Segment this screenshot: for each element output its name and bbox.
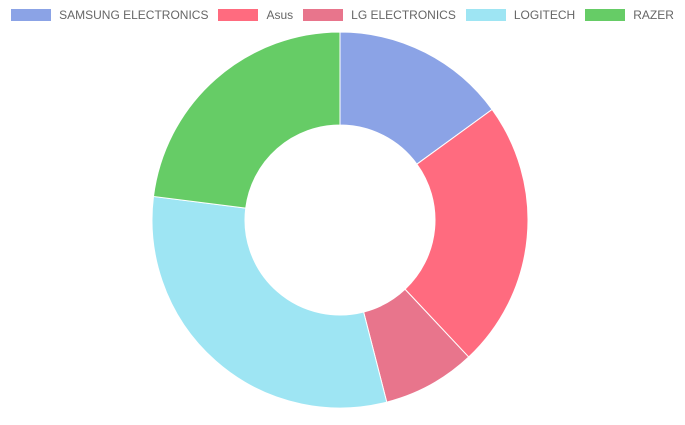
legend-swatch [303, 9, 344, 21]
legend-label: LG ELECTRONICS [351, 8, 456, 22]
chart-legend: SAMSUNG ELECTRONICS Asus LG ELECTRONICS LOG… [0, 6, 685, 24]
legend-label: Asus [266, 8, 294, 22]
doughnut-slice-logitech[interactable] [151, 195, 388, 409]
doughnut-slice-razer[interactable] [152, 31, 341, 209]
legend-item[interactable]: LOGITECH [465, 8, 576, 22]
legend-item[interactable]: LG ELECTRONICS [303, 8, 456, 22]
legend-swatch [218, 9, 259, 21]
legend-label: LOGITECH [513, 8, 576, 22]
legend-swatch [11, 9, 52, 21]
doughnut-slice-asus[interactable] [404, 108, 529, 358]
legend-item[interactable]: SAMSUNG ELECTRONICS [11, 8, 208, 22]
legend-item[interactable]: Asus [218, 8, 293, 22]
legend-item[interactable]: RAZER [585, 8, 674, 22]
legend-label: RAZER [633, 8, 674, 22]
legend-swatch [585, 9, 626, 21]
legend-swatch [465, 9, 506, 21]
legend-label: SAMSUNG ELECTRONICS [59, 8, 209, 22]
